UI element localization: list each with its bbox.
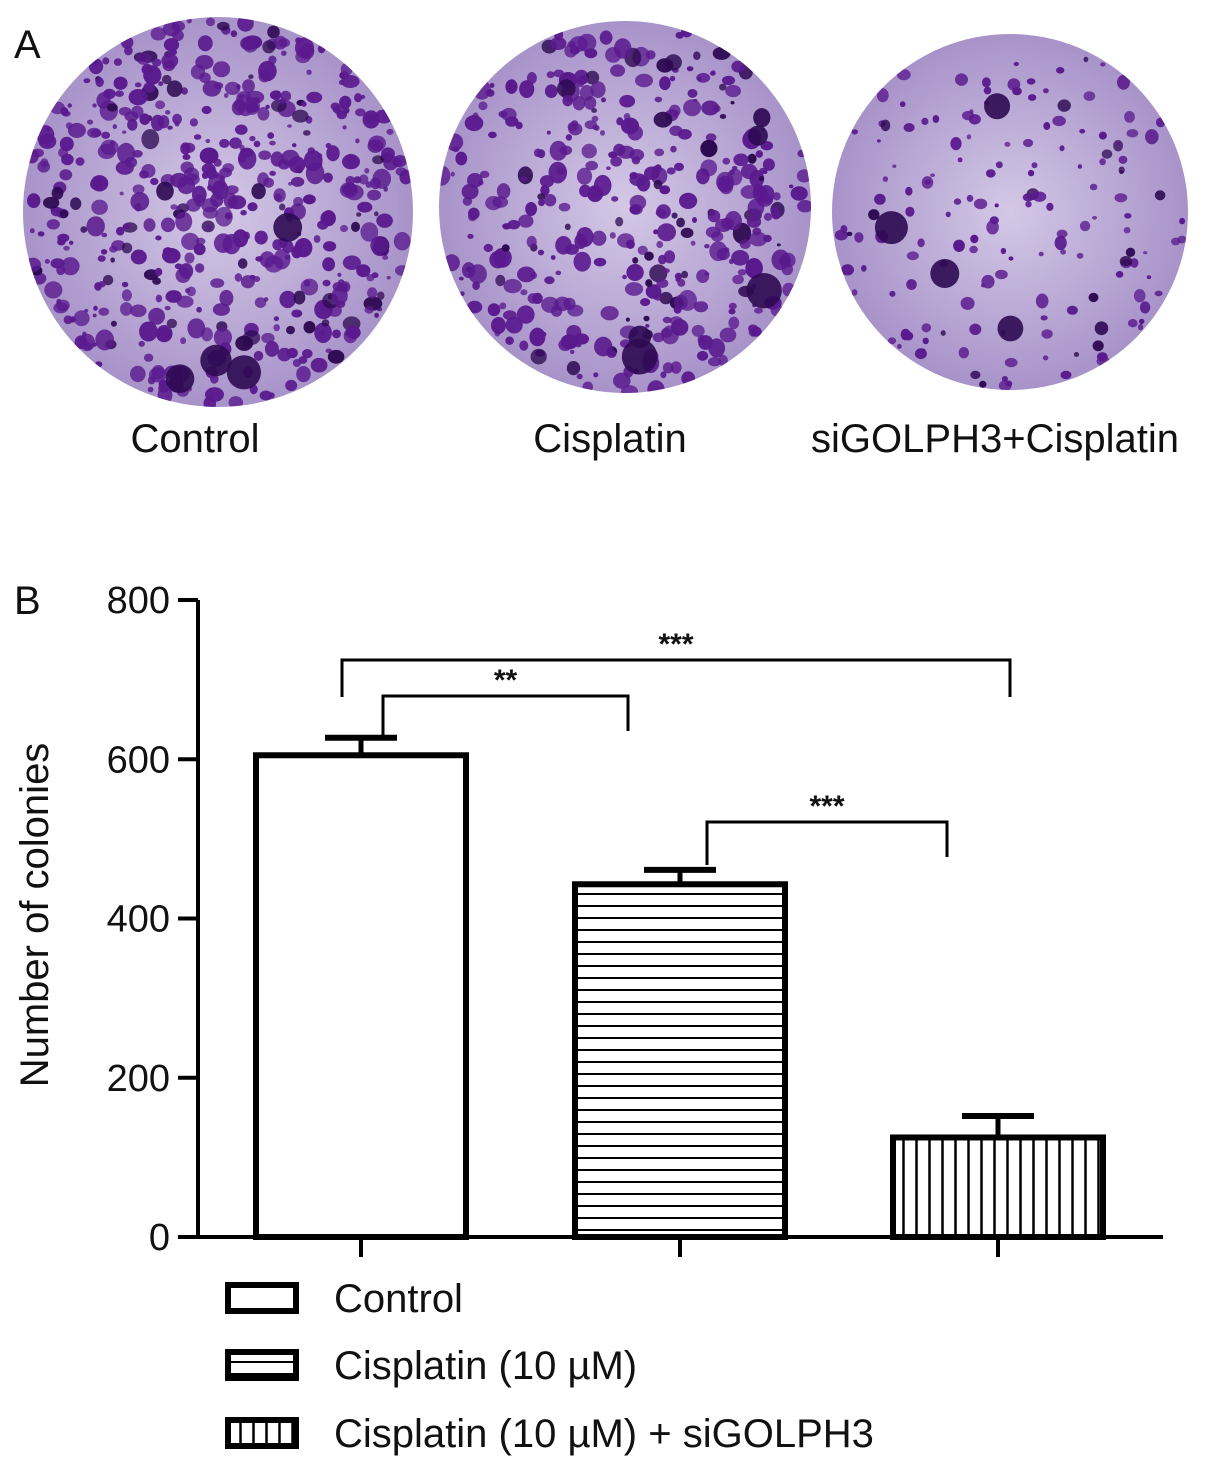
dish-plate xyxy=(832,34,1188,390)
legend-label: Cisplatin (10 µM) xyxy=(334,1344,637,1388)
significance-label: *** xyxy=(658,628,693,661)
legend-item-2: Cisplatin (10 µM) xyxy=(225,1344,637,1388)
legend-swatch xyxy=(225,1349,299,1381)
dish-1: Control xyxy=(23,17,413,461)
dish-2: Cisplatin xyxy=(439,21,811,461)
error-bar-2 xyxy=(644,866,716,885)
dish-3: siGOLPH3+Cisplatin xyxy=(811,34,1188,461)
y-axis-title: Number of colonies xyxy=(13,743,57,1088)
axes: 0 200 400 600 800 xyxy=(107,580,1163,1259)
significance-label: ** xyxy=(494,664,518,697)
panel-a-letter: A xyxy=(14,23,41,67)
colonies xyxy=(834,56,1187,390)
y-tick-label: 0 xyxy=(149,1217,170,1259)
y-tick-label: 600 xyxy=(107,739,170,781)
colonies xyxy=(24,17,413,407)
legend-label: Cisplatin (10 µM) + siGOLPH3 xyxy=(334,1412,874,1456)
legend-item-1: Control xyxy=(225,1277,463,1321)
bar-3 xyxy=(890,1134,1106,1240)
bars xyxy=(253,752,1106,1240)
dish-label: Control xyxy=(131,417,260,461)
legend: Control Cisplatin (10 µM) Cisplatin (10 µM… xyxy=(225,1277,874,1456)
colony-dishes: Control Cisplatin siGOLPH3+Cisplatin xyxy=(23,17,1188,461)
legend-swatch xyxy=(225,1417,299,1449)
significance-bracket-3: *** xyxy=(705,790,949,865)
error-bar-1 xyxy=(325,734,397,756)
y-tick-label: 200 xyxy=(107,1058,170,1100)
y-tick-label: 400 xyxy=(107,899,170,941)
legend-label: Control xyxy=(334,1277,463,1321)
bar-1 xyxy=(253,752,469,1240)
significance-label: *** xyxy=(809,790,844,823)
legend-item-3: Cisplatin (10 µM) + siGOLPH3 xyxy=(225,1412,874,1456)
significance-bracket-2: *** xyxy=(340,628,1012,697)
dish-label: Cisplatin xyxy=(533,417,686,461)
significance-brackets: ******** xyxy=(340,628,1012,865)
y-tick-label: 800 xyxy=(107,580,170,622)
bar-2 xyxy=(572,881,788,1240)
panel-b-letter: B xyxy=(14,579,41,623)
error-bars xyxy=(325,734,1034,1138)
legend-swatch xyxy=(225,1282,299,1314)
dish-label: siGOLPH3+Cisplatin xyxy=(811,417,1179,461)
significance-bracket-1: ** xyxy=(381,664,630,737)
error-bar-3 xyxy=(962,1112,1034,1138)
colonies xyxy=(439,26,811,393)
